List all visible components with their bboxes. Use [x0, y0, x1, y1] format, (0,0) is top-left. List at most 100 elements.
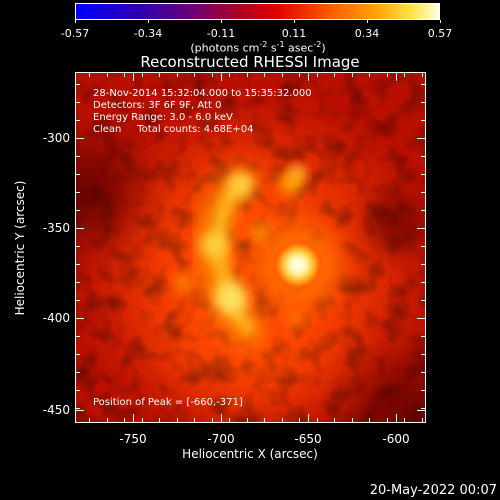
axis-tick-mark — [133, 414, 134, 422]
axis-tick-mark — [299, 418, 300, 422]
axis-tick-mark — [421, 336, 425, 337]
axis-tick-mark — [229, 418, 230, 422]
axis-tick-mark — [76, 120, 80, 121]
axis-tick-mark — [421, 318, 425, 319]
colorbar-tick — [75, 20, 76, 23]
axis-tick-mark — [76, 282, 80, 283]
axis-tick-mark — [194, 73, 195, 77]
axis-tick-mark — [421, 156, 425, 157]
colorbar-tick-label: -0.57 — [60, 27, 90, 40]
info-peak-position: Position of Peak = [-660,-371] — [93, 397, 243, 408]
axis-tick-mark — [76, 408, 80, 409]
colorbar-tick — [440, 20, 441, 23]
axis-tick-mark — [421, 408, 425, 409]
axis-tick-mark — [133, 73, 134, 81]
axis-tick-mark — [76, 228, 84, 229]
colorbar-tick — [294, 20, 295, 23]
axis-tick-mark — [76, 410, 84, 411]
axis-tick-mark — [421, 192, 425, 193]
axis-tick-mark — [421, 120, 425, 121]
axis-tick-mark — [421, 102, 425, 103]
axis-tick-mark — [282, 418, 283, 422]
axis-tick-mark — [76, 354, 80, 355]
axis-tick-mark — [76, 318, 80, 319]
axis-tick-mark — [76, 102, 80, 103]
axis-tick-mark — [159, 73, 160, 77]
axis-tick-mark — [387, 418, 388, 422]
colorbar-tick — [148, 20, 149, 23]
axis-tick-mark — [417, 410, 425, 411]
axis-tick-mark — [124, 418, 125, 422]
axis-tick-mark — [142, 73, 143, 77]
axis-tick-mark — [352, 73, 353, 77]
x-tick-label: -700 — [207, 432, 235, 446]
axis-tick-mark — [421, 300, 425, 301]
axis-tick-mark — [76, 174, 80, 175]
axis-tick-mark — [177, 418, 178, 422]
axis-tick-mark — [421, 390, 425, 391]
axis-tick-mark — [317, 73, 318, 77]
axis-tick-mark — [107, 73, 108, 77]
axis-tick-mark — [422, 418, 423, 422]
x-tick-label: -750 — [119, 432, 147, 446]
axis-tick-mark — [282, 73, 283, 77]
axis-tick-mark — [76, 210, 80, 211]
axis-tick-mark — [247, 73, 248, 77]
axis-tick-mark — [124, 73, 125, 77]
axis-tick-mark — [308, 414, 309, 422]
axis-tick-mark — [76, 318, 84, 319]
x-tick-label: -600 — [382, 432, 410, 446]
axis-tick-mark — [229, 73, 230, 77]
axis-tick-mark — [264, 418, 265, 422]
axis-tick-mark — [421, 228, 425, 229]
info-detectors: Detectors: 3F 6F 9F, Att 0 — [93, 100, 222, 111]
axis-tick-mark — [308, 73, 309, 81]
axis-tick-mark — [396, 414, 397, 422]
image-title: Reconstructed RHESSI Image — [140, 53, 360, 71]
timestamp: 20-May-2022 00:07 — [369, 483, 497, 498]
axis-tick-mark — [142, 418, 143, 422]
axis-tick-mark — [76, 300, 80, 301]
colorbar — [75, 3, 440, 20]
axis-tick-mark — [422, 73, 423, 77]
axis-tick-mark — [317, 418, 318, 422]
axis-tick-mark — [421, 84, 425, 85]
axis-tick-mark — [352, 418, 353, 422]
axis-tick-mark — [76, 138, 84, 139]
colorbar-tick — [221, 20, 222, 23]
axis-tick-mark — [421, 264, 425, 265]
y-tick-label: -350 — [42, 221, 70, 235]
axis-tick-mark — [177, 73, 178, 77]
colorbar-tick-label: 0.57 — [427, 27, 453, 40]
axis-tick-mark — [421, 174, 425, 175]
axis-tick-mark — [89, 73, 90, 77]
axis-tick-mark — [76, 156, 80, 157]
axis-tick-mark — [421, 282, 425, 283]
axis-tick-mark — [159, 418, 160, 422]
info-time-range: 28-Nov-2014 15:32:04.000 to 15:35:32.000 — [93, 88, 312, 99]
colorbar-tick-label: -0.34 — [133, 27, 163, 40]
axis-tick-mark — [212, 73, 213, 77]
y-axis-label: Heliocentric Y (arcsec) — [13, 180, 27, 316]
colorbar-tick — [367, 20, 368, 23]
axis-tick-mark — [396, 73, 397, 81]
axis-tick-mark — [76, 390, 80, 391]
axis-tick-mark — [369, 73, 370, 77]
y-tick-label: -400 — [42, 311, 70, 325]
axis-tick-mark — [76, 264, 80, 265]
colorbar-units: (photons cm-2 s-1 asec-2) — [190, 40, 326, 55]
solar-image — [75, 72, 426, 423]
colorbar-gradient — [76, 4, 439, 19]
axis-tick-mark — [76, 336, 80, 337]
axis-tick-mark — [76, 138, 80, 139]
axis-tick-mark — [247, 418, 248, 422]
axis-tick-mark — [421, 354, 425, 355]
y-tick-label: -300 — [42, 131, 70, 145]
axis-tick-mark — [76, 372, 80, 373]
axis-tick-mark — [76, 192, 80, 193]
y-tick-label: -450 — [42, 403, 70, 417]
info-counts: Clean Total counts: 4.68E+04 — [93, 124, 254, 135]
axis-tick-mark — [369, 418, 370, 422]
axis-tick-mark — [334, 418, 335, 422]
colorbar-tick-label: -0.11 — [206, 27, 236, 40]
